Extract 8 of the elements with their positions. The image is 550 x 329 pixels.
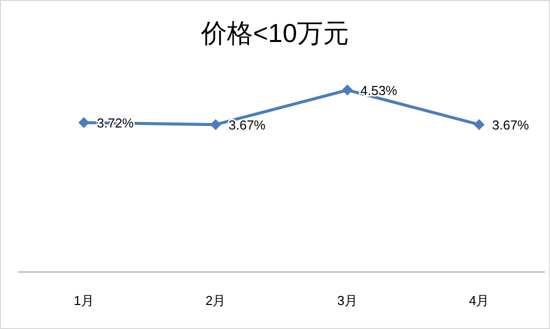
- x-tick-label: 1月: [74, 293, 94, 308]
- data-label: 3.67%: [492, 118, 530, 133]
- x-tick-label: 3月: [337, 293, 358, 308]
- data-label: 3.67%: [228, 118, 266, 133]
- x-tick-label: 4月: [469, 293, 490, 308]
- data-label: 4.53%: [360, 83, 398, 98]
- chart-title: 价格<10万元: [200, 18, 350, 48]
- x-tick-label: 2月: [206, 293, 226, 308]
